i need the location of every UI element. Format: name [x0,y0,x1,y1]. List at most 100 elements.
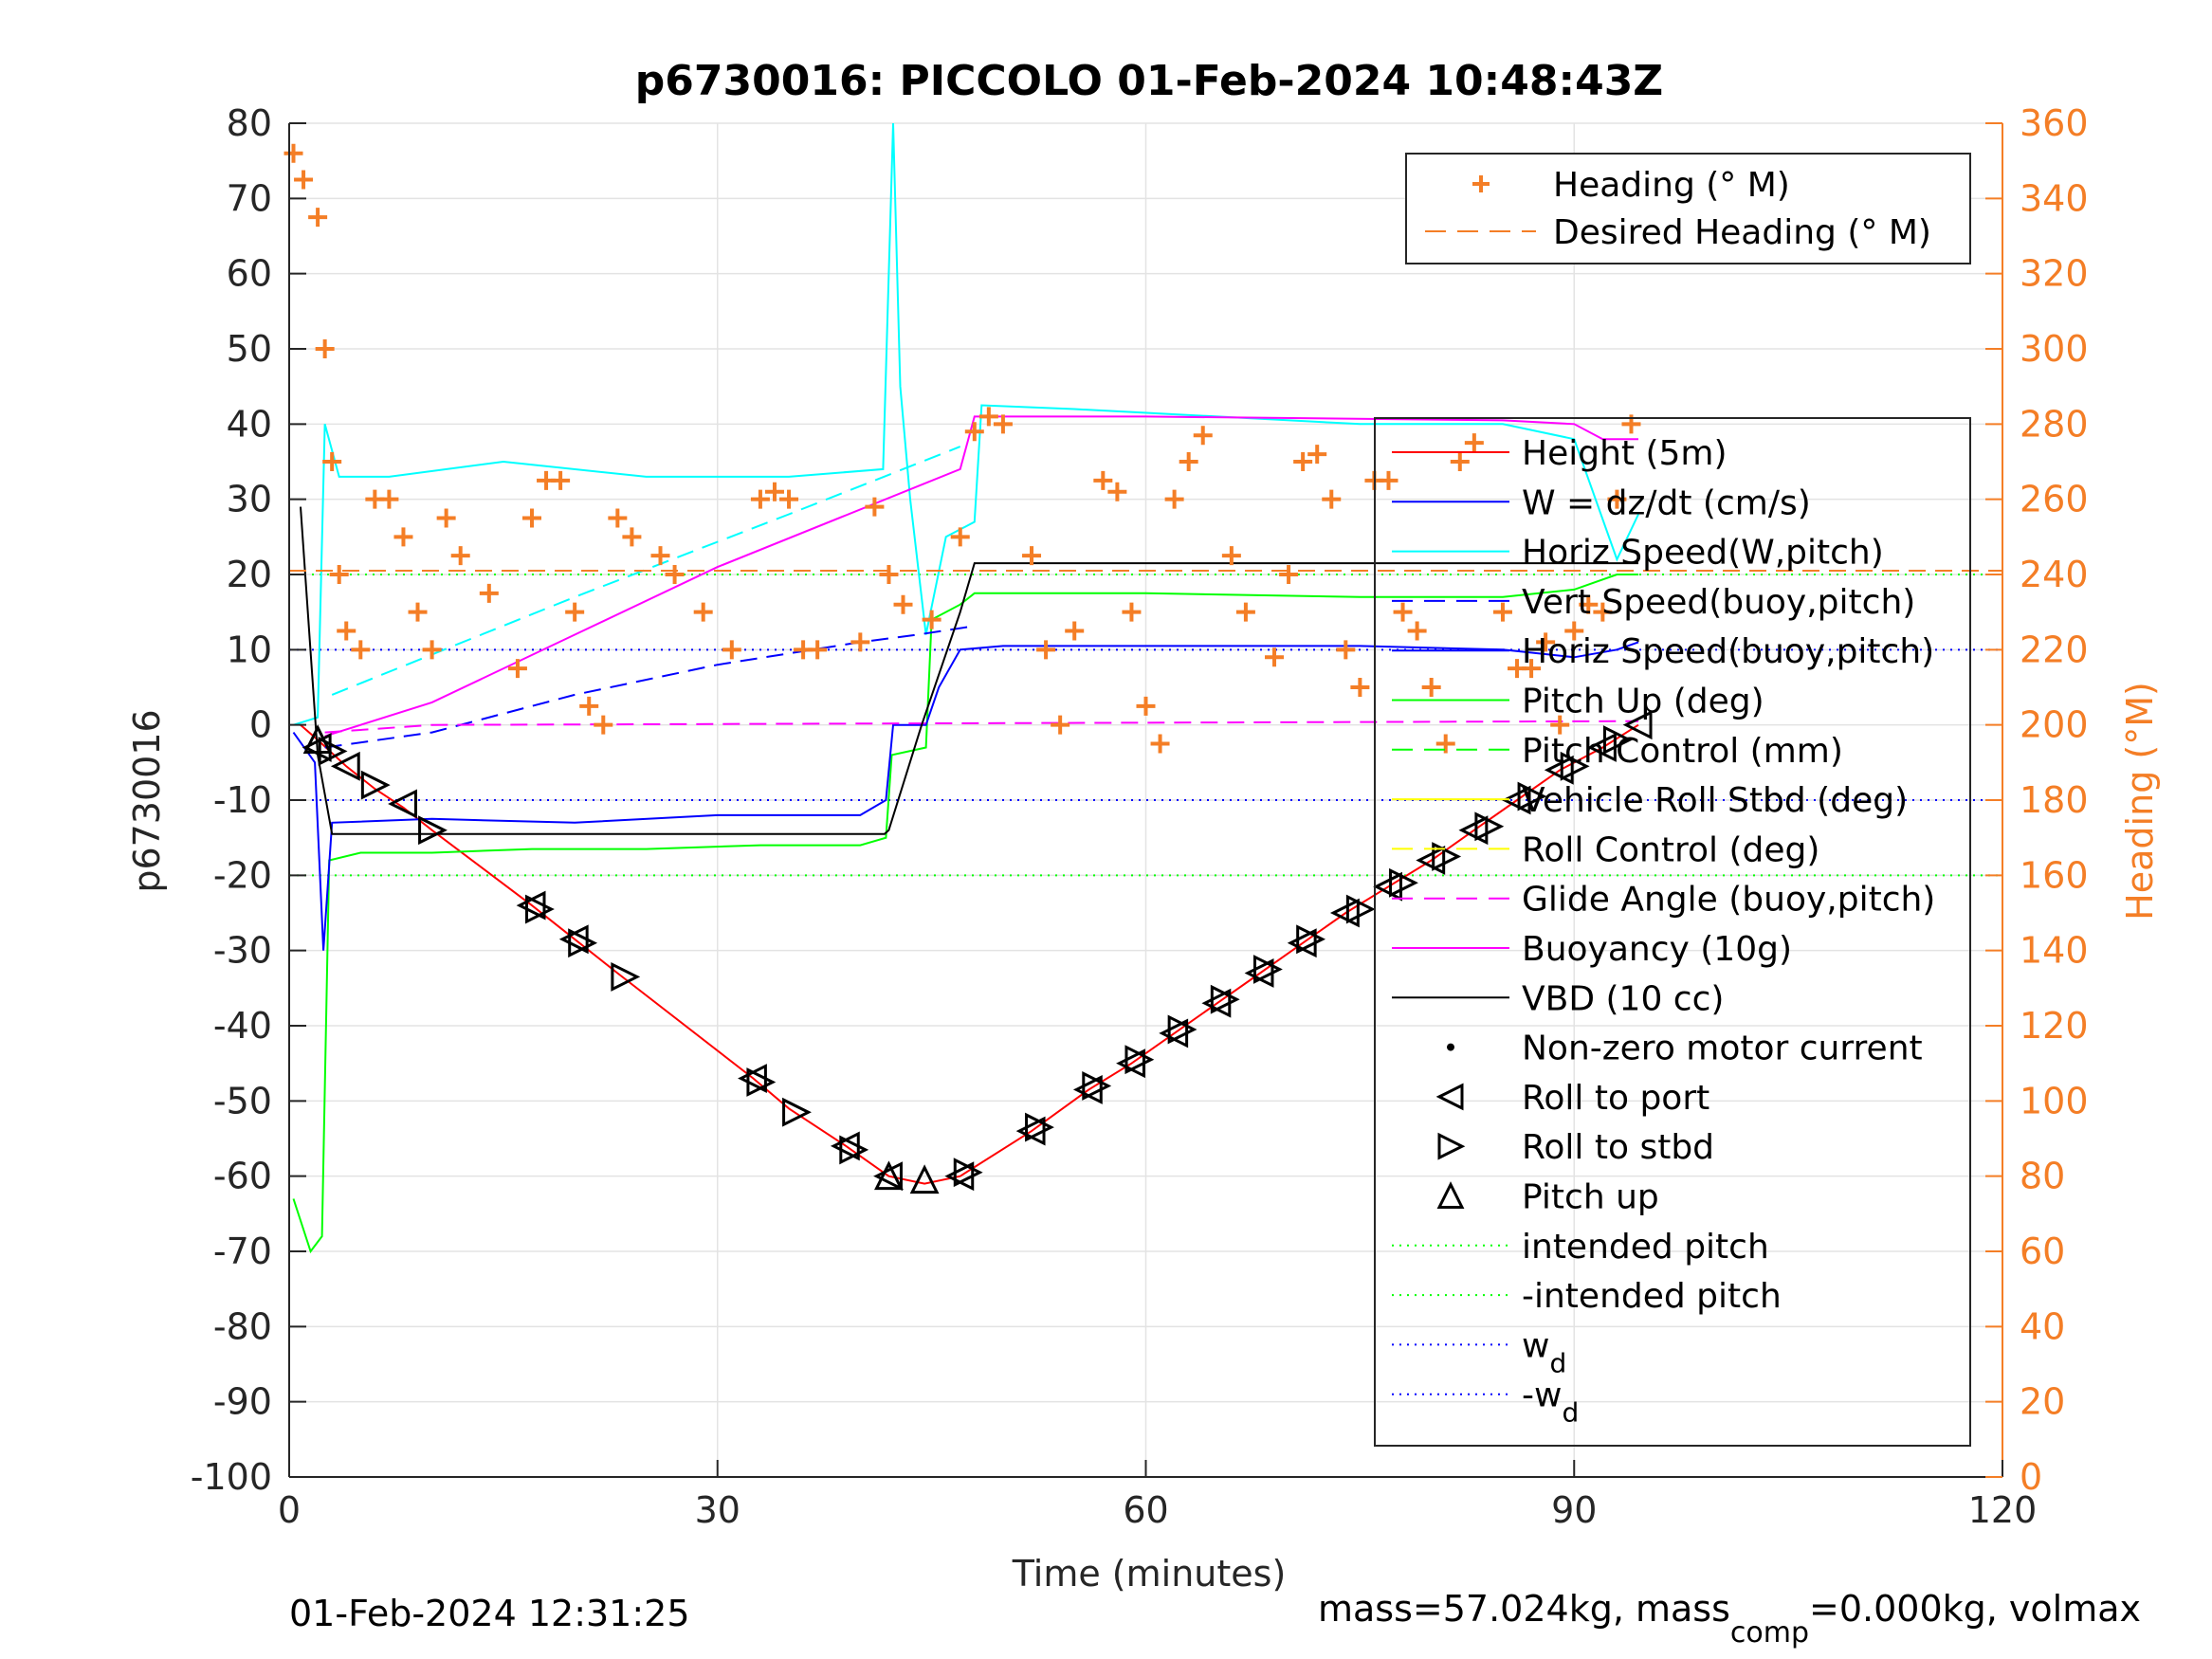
roll-to-stbd-marker [1167,1014,1197,1045]
y-tick-label-left: 20 [227,554,272,595]
grid [288,122,2003,1478]
footer-mass: mass=57.024kg, masscomp=0.000kg, volmax [1318,1588,2141,1650]
y-tick-label-right: 20 [2020,1381,2065,1423]
roll-to-stbd-marker [1253,955,1283,984]
heading-legend-swatch [1472,175,1490,192]
heading-point [337,621,356,641]
legend-label: VBD (10 cc) [1522,979,1724,1018]
heading-point [1492,602,1512,622]
legend-swatch [1447,1043,1454,1051]
chart-title: p6730016: PICCOLO 01-Feb-2024 10:48:43Z [635,57,1663,105]
heading-point [283,143,303,163]
heading-point [693,602,713,622]
legend-label-main: -w [1522,1376,1562,1415]
y-tick-label-left: 70 [227,177,272,219]
pitch-up-marker [874,1160,904,1191]
heading-point [379,489,399,509]
heading-point [808,640,828,660]
legend-label: Pitch Up (deg) [1522,683,1764,721]
heading-point [622,527,642,547]
y-tick-label-left: 60 [227,253,272,295]
heading-point [1550,715,1570,735]
heading-point [521,508,541,528]
heading-point [850,632,870,652]
legend-label: Non-zero motor current [1522,1030,1923,1068]
y-tick-label-right: 220 [2020,629,2089,670]
y-tick-label-right: 0 [2020,1456,2042,1498]
y-tick-label-left: 10 [227,629,272,670]
heading-point [865,497,885,517]
heading-point [1564,621,1584,641]
roll-to-port-marker [873,1161,903,1192]
y-tick-label-left: -50 [213,1080,272,1121]
y-tick-label-right: 100 [2020,1080,2089,1121]
roll-to-stbd-marker [1124,1045,1155,1075]
series-line [324,626,968,749]
roll-to-port-marker [1544,755,1574,785]
y-tick-label-left: -20 [213,854,272,896]
legend-label: Horiz Speed(buoy,pitch) [1522,632,1934,671]
heading-point [436,508,456,528]
roll-to-stbd-marker [1560,751,1590,781]
y-tick-label-right: 60 [2020,1231,2065,1272]
legend-label: intended pitch [1522,1228,1769,1267]
y-tick-label-left: -80 [213,1305,272,1347]
heading-point [1322,489,1342,509]
y-axis-label-right: Heading (°M) [2119,682,2161,921]
heading-point [1464,433,1484,453]
y-tick-label-right: 140 [2020,930,2089,972]
legend-label: Roll to stbd [1522,1128,1714,1167]
roll-to-port-marker [1622,710,1653,740]
x-tick-label: 0 [278,1489,301,1531]
heading-point [1435,734,1455,754]
footer-date: 01-Feb-2024 12:31:25 [289,1593,690,1634]
heading-point [450,546,470,566]
roll-to-port-marker [1501,785,1531,815]
y-tick-label-right: 360 [2020,102,2089,144]
roll-to-port-marker [388,789,417,819]
heading-point [551,470,571,490]
y-tick-label-right: 40 [2020,1305,2065,1347]
heading-point [294,170,314,190]
y-tick-label-left: -60 [213,1156,272,1197]
heading-point [1221,546,1241,566]
heading-point [893,594,913,614]
main-legend-box [1374,417,1971,1447]
roll-to-stbd-marker [1432,842,1462,871]
heading-point [1379,470,1398,490]
heading-point [608,508,628,528]
legend-label: Horiz Speed(W,pitch) [1522,534,1884,573]
heading-point [1407,621,1427,641]
roll-to-stbd-marker [1210,984,1240,1014]
heading-point [315,339,335,358]
heading-legend-box [1405,153,1971,264]
roll-to-stbd-marker [746,1067,777,1097]
heading-point [1593,602,1613,622]
roll-to-stbd-marker [1474,811,1505,842]
heading-point [978,407,998,427]
legend-label: -wd [1522,1376,1579,1429]
roll-to-stbd-marker [1025,1112,1054,1142]
legend-label-main: w [1522,1326,1549,1365]
y-tick-label-right: 340 [2020,177,2089,219]
roll-to-stbd-marker [1389,867,1418,898]
y-tick-label-right: 260 [2020,479,2089,520]
roll-to-stbd-marker [1602,725,1633,755]
series-line [324,720,1639,734]
pitch-up-marker [909,1164,940,1194]
reference-lines [289,574,2002,877]
heading-point [1150,734,1170,754]
heading-point [408,602,428,622]
heading-point [993,414,1013,434]
heading-point [1279,565,1299,584]
heading-point [1350,678,1370,697]
series-line [293,122,1639,726]
y-axis-label-left: p6730016 [126,709,168,892]
y-tick-label-right: 180 [2020,779,2089,821]
roll-to-stbd-marker [839,1135,869,1165]
footer-mass-tail: =0.000kg, volmax [1809,1588,2141,1630]
heading-point [322,452,342,471]
y-tick-label-right: 320 [2020,253,2089,295]
x-axis-label: Time (minutes) [1012,1553,1287,1595]
roll-to-port-marker [1373,871,1402,902]
